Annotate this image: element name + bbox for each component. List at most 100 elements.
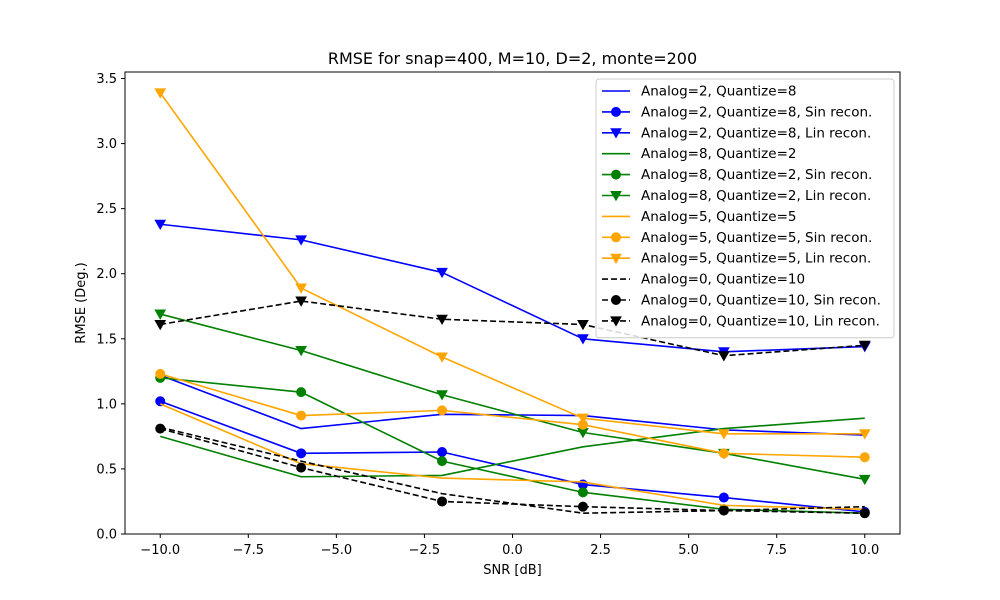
legend-label: Analog=0, Quantize=10 [641, 272, 805, 288]
data-point [436, 267, 448, 279]
legend-label: Analog=2, Quantize=8, Lin recon. [641, 125, 871, 141]
data-point [154, 319, 167, 331]
data-point [436, 390, 448, 401]
data-point [718, 351, 730, 362]
data-point [718, 505, 729, 516]
legend-box [595, 78, 895, 339]
legend-item: Analog=2, Quantize=8 [602, 84, 796, 100]
x-tick-label: −10.0 [140, 543, 180, 558]
data-point [858, 340, 871, 352]
data-point [295, 235, 307, 246]
data-point [718, 492, 729, 503]
y-tick-label: 3.0 [96, 137, 117, 152]
data-point [858, 474, 871, 486]
series-line [160, 427, 865, 514]
legend-marker [610, 316, 622, 327]
series-line [159, 374, 865, 436]
x-axis: −10.0 −7.5 −5.0 −2.5 0.0 2.5 5.0 7.5 10.0 [140, 534, 879, 558]
data-point [296, 387, 307, 398]
data-point [154, 88, 167, 99]
series-5 [155, 372, 870, 519]
data-point [577, 487, 588, 498]
legend-marker [611, 106, 621, 117]
data-point [577, 501, 588, 512]
series-9 [154, 88, 871, 440]
x-tick-label: 7.5 [766, 543, 787, 558]
y-tick-label: 1.5 [96, 332, 117, 347]
legend: Analog=2, Quantize=8 Analog=2, Quantize=8… [595, 78, 895, 339]
data-point [154, 219, 167, 231]
legend-marker [610, 191, 622, 202]
series-line [160, 373, 865, 459]
legend-marker [611, 169, 621, 180]
legend-label: Analog=5, Quantize=5, Sin recon. [641, 230, 872, 246]
y-tick-label: 2.0 [96, 267, 117, 282]
series-line [160, 417, 865, 478]
legend-marker [610, 253, 622, 264]
data-point [154, 309, 167, 320]
chart-title: RMSE for snap=400, M=10, D=2, monte=200 [328, 49, 697, 68]
y-axis: 0.0 0.5 1.0 1.5 2.0 2.5 3.0 3.5 [96, 72, 125, 543]
y-tick-label: 0.0 [96, 528, 117, 543]
data-point [718, 429, 730, 440]
data-point [295, 346, 307, 357]
x-tick-label: −2.5 [409, 543, 441, 558]
data-point [437, 496, 448, 507]
legend-item: Analog=8, Quantize=2, Sin recon. [602, 167, 872, 183]
series-line [159, 92, 865, 435]
legend-label: Analog=0, Quantize=10, Lin recon. [641, 313, 880, 329]
data-point [155, 423, 166, 434]
legend-item: Analog=5, Quantize=5 [602, 209, 796, 225]
series-4 [160, 417, 865, 478]
series-line [159, 403, 865, 511]
series-line [160, 313, 865, 481]
data-point [718, 448, 729, 459]
x-tick-label: 0.0 [502, 543, 523, 558]
data-point [437, 405, 448, 416]
legend-item: Analog=0, Quantize=10, Sin recon. [602, 293, 881, 309]
series-7 [159, 403, 865, 511]
x-tick-label: 5.0 [678, 543, 699, 558]
data-point [436, 352, 448, 363]
legend-label: Analog=0, Quantize=10, Sin recon. [641, 293, 881, 309]
data-point [296, 410, 307, 421]
data-point [295, 296, 307, 307]
data-point [436, 314, 448, 326]
legend-item: Analog=0, Quantize=10 [602, 272, 805, 288]
x-tick-label: −5.0 [321, 543, 353, 558]
data-point [437, 456, 448, 467]
series-line [160, 300, 865, 357]
legend-item: Analog=0, Quantize=10, Lin recon. [602, 313, 880, 329]
y-tick-label: 0.5 [96, 462, 117, 477]
series-11 [155, 423, 870, 519]
data-point [296, 448, 307, 459]
data-point [859, 452, 870, 463]
legend-item: Analog=5, Quantize=5, Lin recon. [602, 251, 871, 267]
series-6 [154, 309, 871, 486]
legend-item: Analog=2, Quantize=8, Lin recon. [602, 125, 871, 141]
x-tick-label: −7.5 [233, 543, 265, 558]
data-point [296, 462, 307, 473]
legend-label: Analog=2, Quantize=8 [641, 84, 796, 100]
legend-label: Analog=5, Quantize=5 [641, 209, 796, 225]
series-8 [155, 368, 870, 463]
data-point [437, 447, 448, 458]
data-point [577, 413, 589, 424]
data-point [295, 283, 307, 294]
series-12 [154, 296, 871, 362]
legend-label: Analog=5, Quantize=5, Lin recon. [641, 251, 871, 267]
data-point [155, 396, 166, 407]
data-point [858, 429, 871, 440]
legend-label: Analog=8, Quantize=2 [641, 146, 796, 162]
legend-label: Analog=8, Quantize=2, Sin recon. [641, 167, 872, 183]
y-tick-label: 3.5 [96, 72, 117, 87]
legend-item: Analog=2, Quantize=8, Sin recon. [602, 104, 872, 120]
legend-item: Analog=8, Quantize=2 [602, 146, 796, 162]
data-point [859, 508, 870, 519]
series-line [160, 223, 865, 353]
x-tick-label: 10.0 [850, 543, 879, 558]
data-point [577, 334, 589, 345]
legend-item: Analog=5, Quantize=5, Sin recon. [602, 230, 872, 246]
series-line [159, 400, 865, 513]
